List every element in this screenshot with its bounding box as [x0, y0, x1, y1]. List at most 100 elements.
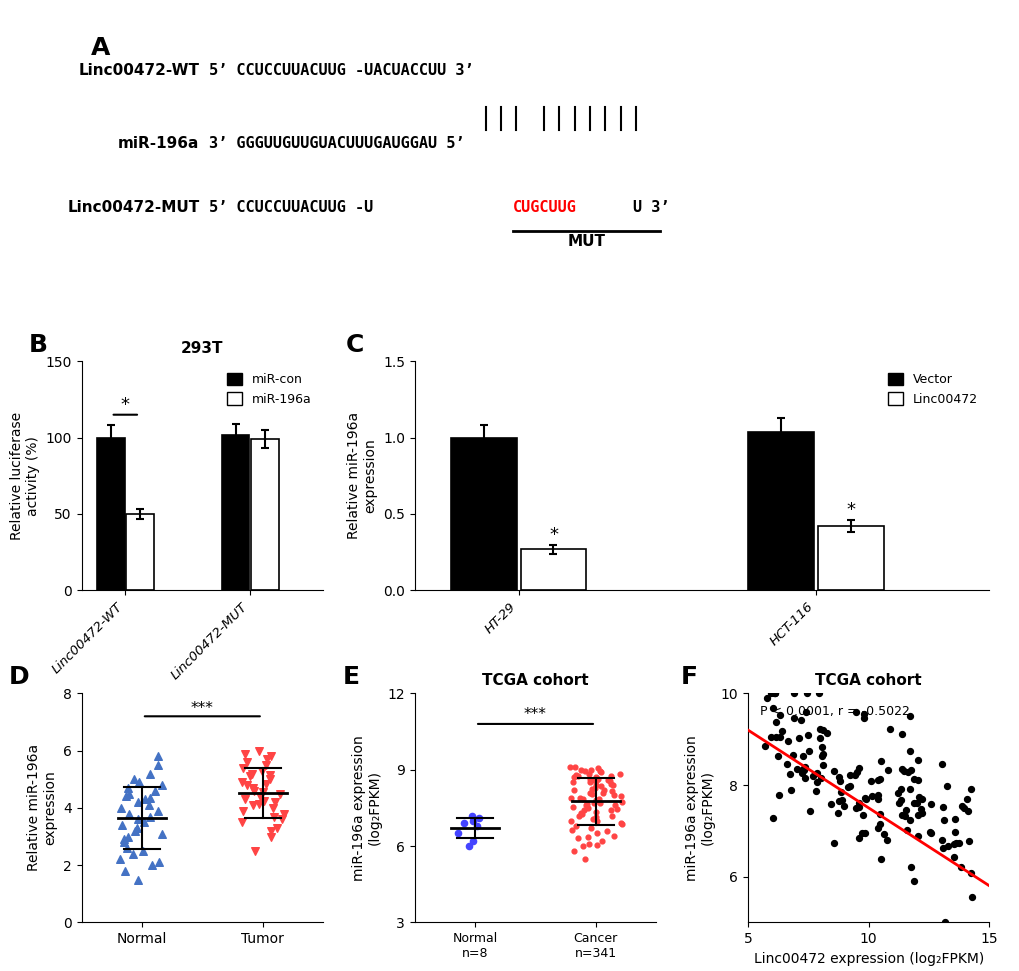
Point	[811, 770, 827, 786]
Point	[896, 809, 912, 824]
Point	[792, 713, 808, 728]
Text: D: D	[9, 665, 30, 688]
Point	[901, 744, 917, 759]
Point	[581, 771, 597, 787]
Point	[855, 710, 871, 725]
Point	[251, 796, 267, 812]
Point	[583, 772, 599, 787]
Point	[604, 777, 621, 792]
Point	[561, 759, 578, 775]
Point	[817, 725, 834, 741]
Title: 293T: 293T	[181, 341, 223, 356]
Point	[255, 785, 271, 800]
Point	[950, 836, 966, 852]
Point	[607, 801, 624, 817]
Point	[836, 799, 852, 815]
Point	[786, 686, 802, 701]
Point	[580, 829, 596, 845]
Point	[909, 828, 925, 844]
Point	[814, 746, 830, 761]
Point	[237, 791, 254, 807]
Point	[902, 762, 918, 778]
Point	[947, 835, 963, 851]
Y-axis label: Relative miR-196a
expression: Relative miR-196a expression	[346, 413, 377, 539]
Legend: miR-con, miR-196a: miR-con, miR-196a	[222, 367, 317, 411]
Point	[901, 782, 917, 797]
Point	[585, 795, 601, 811]
Point	[575, 803, 591, 819]
Point	[962, 781, 978, 796]
Point	[958, 791, 974, 807]
Point	[772, 723, 789, 739]
Point	[265, 809, 281, 824]
Legend: Vector, Linc00472: Vector, Linc00472	[882, 367, 982, 411]
Text: E: E	[342, 665, 359, 688]
Point	[767, 729, 784, 745]
Point	[833, 784, 849, 799]
Point	[920, 824, 936, 840]
Point	[591, 791, 607, 807]
Point	[580, 836, 596, 852]
Point	[872, 753, 889, 768]
Point	[245, 797, 261, 813]
Point	[584, 781, 600, 796]
Point	[234, 803, 251, 819]
Point	[794, 748, 810, 763]
Point	[603, 808, 620, 823]
Point	[583, 762, 599, 778]
Point	[797, 704, 813, 720]
Point	[829, 806, 846, 821]
Text: CUGCUUG: CUGCUUG	[513, 200, 576, 216]
Point	[234, 760, 251, 776]
Point	[568, 767, 584, 783]
Point	[242, 769, 258, 785]
Point	[269, 820, 285, 836]
Point	[130, 872, 147, 887]
Bar	[97, 438, 124, 590]
Point	[579, 796, 595, 812]
Point	[840, 779, 856, 794]
Point	[955, 800, 971, 816]
Point	[848, 765, 864, 781]
Point	[901, 812, 917, 827]
Point	[825, 835, 842, 851]
Point	[804, 768, 820, 784]
Point	[567, 759, 583, 775]
Point	[120, 829, 137, 845]
Point	[813, 749, 829, 764]
Point	[857, 791, 873, 807]
Point	[570, 831, 586, 847]
Point	[587, 770, 603, 786]
Point	[808, 774, 824, 789]
Point	[786, 710, 802, 725]
Point	[566, 770, 582, 786]
Point	[933, 832, 950, 848]
Point	[813, 740, 829, 755]
Point	[945, 836, 961, 852]
Point	[909, 752, 925, 767]
Point	[796, 770, 812, 786]
Point	[612, 817, 629, 832]
Point	[581, 775, 597, 790]
Point	[953, 798, 969, 814]
Point	[150, 757, 166, 773]
Point	[855, 706, 871, 721]
Point	[596, 783, 612, 798]
Point	[589, 760, 605, 776]
Point	[581, 766, 597, 782]
Point	[868, 820, 884, 836]
Point	[960, 833, 976, 849]
Point	[765, 686, 782, 701]
Point	[905, 771, 921, 787]
Point	[254, 763, 270, 779]
Point	[841, 778, 857, 793]
Point	[455, 816, 472, 831]
Point	[842, 767, 858, 783]
Point	[853, 825, 869, 841]
Point	[612, 788, 629, 804]
Point	[150, 749, 166, 764]
Text: ***: ***	[191, 701, 214, 717]
Point	[963, 889, 979, 905]
Point	[262, 767, 278, 783]
Point	[262, 772, 278, 787]
